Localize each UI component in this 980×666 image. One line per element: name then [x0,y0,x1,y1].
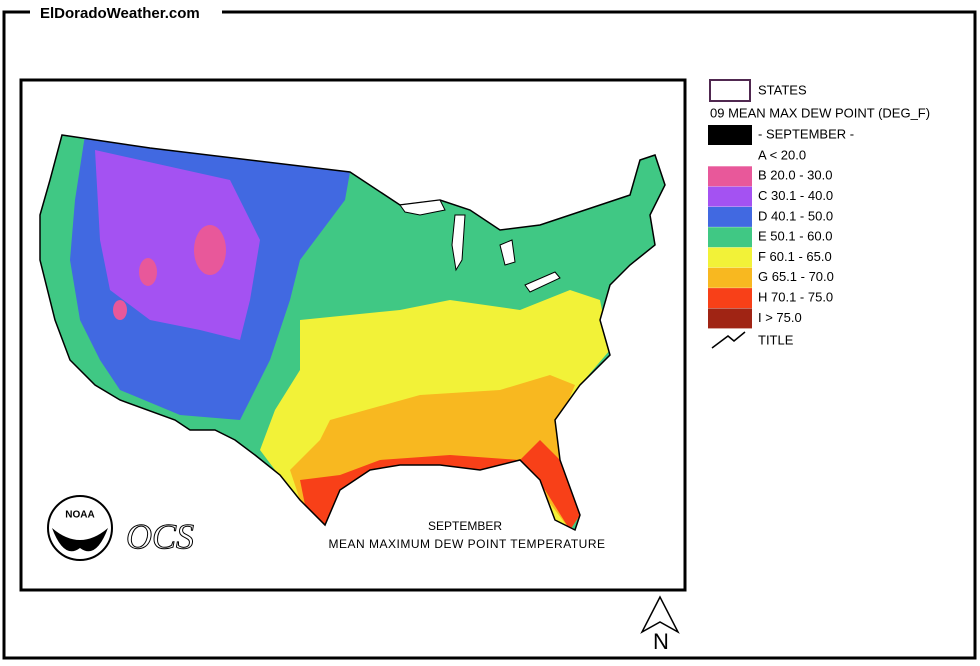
legend-label: G 65.1 - 70.0 [758,269,834,284]
legend-swatch [708,247,752,268]
header-bg [30,4,222,24]
site-title: ElDoradoWeather.com [40,5,200,22]
region [290,375,580,530]
legend-label: F 60.1 - 65.0 [758,249,832,264]
legend-label: E 50.1 - 60.0 [758,229,832,244]
legend-label: B 20.0 - 30.0 [758,168,832,183]
legend-label: I > 75.0 [758,310,802,325]
compass-arrow [640,595,680,634]
legend-month: - SEPTEMBER - [758,126,854,141]
legend-label: C 30.1 - 40.0 [758,188,833,203]
legend-label: A < 20.0 [758,147,806,162]
legend-swatch [708,206,752,227]
legend-states: STATES [758,82,807,97]
agency: NOAA [65,510,94,521]
legend-label: H 70.1 - 75.0 [758,290,833,305]
legend-title: TITLE [758,332,794,347]
map-title: SEPTEMBER [428,519,502,533]
legend-layer: 09 MEAN MAX DEW POINT (DEG_F) [710,105,930,120]
compass-n: N [653,629,669,654]
legend-swatch [708,166,752,187]
month-swatch [708,125,752,145]
legend-classes: A < 20.0 B 20.0 - 30.0 C 30.1 - 40.0 D 40.1… [708,147,834,329]
legend-swatch [708,267,752,288]
legend-label: D 40.1 - 50.0 [758,208,833,223]
region [113,300,127,320]
map-subtitle: MEAN MAXIMUM DEW POINT TEMPERATURE [328,537,605,551]
outer-frame [2,10,977,660]
legend-swatch [708,308,752,329]
noaa-bird [52,528,108,552]
noaa-logo [47,495,113,561]
region [139,258,157,286]
ocs-logo: OCS [126,516,194,556]
legend-swatch [708,227,752,248]
states-swatch [709,79,751,102]
great-lakes [399,199,561,293]
region [194,225,226,275]
region [95,150,260,340]
legend-swatch [708,288,752,309]
legend-swatch [708,186,752,207]
title-icon [711,331,746,349]
